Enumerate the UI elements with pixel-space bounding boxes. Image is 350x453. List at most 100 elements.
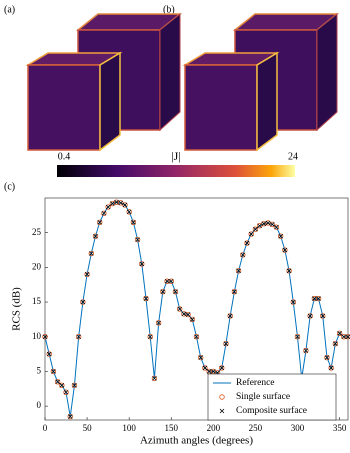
data-point bbox=[164, 278, 170, 284]
panel-label: (b) bbox=[163, 4, 175, 15]
data-point bbox=[244, 240, 250, 246]
data-point bbox=[265, 220, 271, 226]
data-point bbox=[341, 334, 347, 340]
data-point bbox=[345, 334, 350, 340]
data-point bbox=[231, 288, 238, 295]
colorbar-label: |J| bbox=[171, 149, 180, 163]
data-point bbox=[315, 295, 322, 302]
y-tick-label: 25 bbox=[32, 227, 42, 237]
data-point bbox=[248, 231, 254, 237]
data-point bbox=[80, 299, 86, 305]
data-point bbox=[143, 296, 149, 301]
data-point bbox=[160, 289, 166, 294]
data-point bbox=[236, 268, 241, 274]
x-axis-label: Azimuth angles (degrees) bbox=[140, 435, 253, 447]
data-point bbox=[316, 296, 321, 301]
data-point bbox=[71, 382, 78, 389]
data-point bbox=[51, 369, 56, 374]
data-point bbox=[291, 299, 296, 305]
colorbar-min: 0.4 bbox=[58, 151, 71, 162]
data-point bbox=[160, 288, 166, 295]
data-point bbox=[151, 375, 158, 382]
data-point bbox=[152, 376, 157, 381]
data-point bbox=[290, 299, 296, 305]
data-point bbox=[336, 330, 343, 336]
y-tick-label: 5 bbox=[37, 366, 42, 376]
data-point bbox=[59, 382, 65, 389]
data-point bbox=[105, 204, 111, 210]
data-point bbox=[135, 237, 140, 242]
data-point bbox=[273, 224, 280, 230]
data-point bbox=[303, 347, 309, 354]
data-point bbox=[72, 383, 77, 388]
x-tick-label: 250 bbox=[249, 423, 263, 433]
colorbar-max: 24 bbox=[288, 151, 298, 162]
data-point bbox=[101, 210, 107, 216]
y-axis-label: RCS (dB) bbox=[11, 287, 23, 331]
data-point bbox=[345, 334, 350, 340]
data-point bbox=[84, 272, 90, 277]
data-point bbox=[80, 299, 86, 305]
colorbar bbox=[57, 165, 295, 177]
data-point bbox=[277, 233, 284, 239]
data-point bbox=[223, 341, 229, 346]
data-point bbox=[223, 340, 229, 347]
data-point bbox=[312, 296, 317, 301]
data-point bbox=[59, 383, 65, 388]
legend-label: Composite surface bbox=[236, 405, 307, 416]
data-point bbox=[320, 313, 326, 319]
data-point bbox=[333, 341, 338, 346]
data-point bbox=[328, 365, 334, 371]
data-point bbox=[206, 369, 212, 374]
data-point bbox=[202, 365, 208, 371]
data-point bbox=[147, 334, 153, 340]
x-tick-label: 100 bbox=[122, 423, 136, 433]
data-point bbox=[269, 222, 275, 227]
y-tick-label: 20 bbox=[32, 261, 42, 271]
surface-current-render bbox=[184, 13, 338, 151]
data-point bbox=[67, 414, 73, 419]
y-tick-label: 10 bbox=[32, 331, 42, 341]
data-point bbox=[130, 219, 137, 225]
data-point bbox=[50, 368, 57, 375]
data-point bbox=[63, 389, 69, 395]
data-point bbox=[92, 233, 99, 239]
legend bbox=[207, 373, 337, 421]
data-point bbox=[110, 201, 115, 206]
data-point bbox=[227, 313, 233, 319]
data-point bbox=[46, 351, 52, 357]
data-point bbox=[134, 236, 141, 243]
data-point bbox=[105, 204, 111, 210]
data-point bbox=[219, 365, 225, 371]
data-point bbox=[252, 226, 259, 232]
data-point bbox=[248, 231, 254, 237]
data-point bbox=[97, 219, 103, 225]
data-point bbox=[114, 199, 119, 205]
data-point bbox=[177, 306, 182, 312]
data-point bbox=[42, 334, 48, 340]
data-point bbox=[286, 268, 292, 274]
x-tick-label: 200 bbox=[207, 423, 221, 433]
data-point bbox=[89, 251, 94, 256]
legend-label: Single surface bbox=[236, 391, 290, 402]
y-tick-label: 15 bbox=[32, 296, 42, 306]
data-point bbox=[194, 334, 199, 340]
data-point bbox=[93, 233, 98, 239]
data-point bbox=[240, 252, 246, 258]
data-point bbox=[181, 311, 187, 317]
data-point bbox=[235, 268, 242, 274]
data-point bbox=[176, 306, 183, 312]
data-point bbox=[324, 354, 330, 361]
data-point bbox=[282, 247, 288, 253]
data-point bbox=[240, 252, 246, 258]
data-point bbox=[278, 233, 283, 239]
data-point bbox=[46, 351, 52, 357]
data-point bbox=[126, 209, 132, 215]
data-point bbox=[139, 261, 145, 267]
data-point bbox=[54, 379, 61, 385]
data-point bbox=[55, 379, 60, 385]
data-point bbox=[307, 313, 313, 319]
data-point bbox=[337, 330, 342, 336]
data-point bbox=[328, 365, 334, 371]
